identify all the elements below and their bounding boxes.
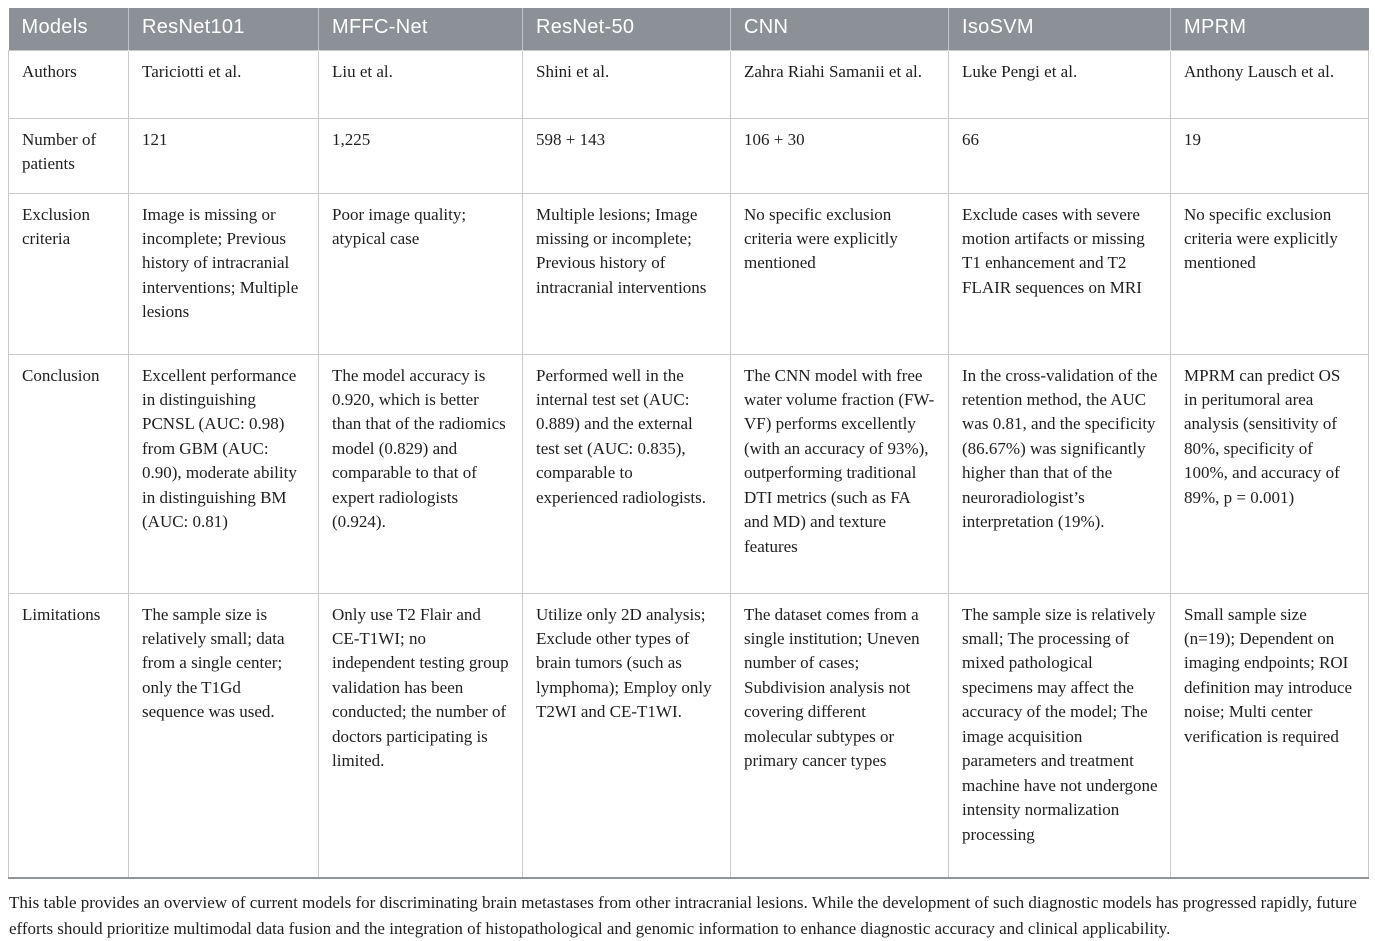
cell-conclusion-resnet-50: Performed well in the internal test set … [522, 353, 731, 594]
cell-authors-cnn: Zahra Riahi Samanii et al. [730, 49, 949, 119]
header-row: Models ResNet101 MFFC-Net ResNet-50 CNN … [8, 8, 1369, 50]
cell-exclusion-resnet101: Image is missing or incomplete; Previous… [128, 192, 319, 355]
cell-exclusion-mprm: No specific exclusion criteria were expl… [1170, 192, 1369, 355]
cell-limitations-resnet-50: Utilize only 2D analysis; Exclude other … [522, 592, 731, 879]
cell-conclusion-mffc-net: The model accuracy is 0.920, which is be… [318, 353, 523, 594]
cell-limitations-resnet101: The sample size is relatively small; dat… [128, 592, 319, 879]
models-comparison-table: Models ResNet101 MFFC-Net ResNet-50 CNN … [8, 8, 1369, 879]
column-header-mprm: MPRM [1170, 8, 1369, 50]
table-row-conclusion: Conclusion Excellent performance in dist… [8, 353, 1369, 594]
cell-authors-resnet-50: Shini et al. [522, 49, 731, 119]
column-header-resnet101: ResNet101 [128, 8, 319, 50]
cell-conclusion-cnn: The CNN model with free water volume fra… [730, 353, 949, 594]
cell-authors-mprm: Anthony Lausch et al. [1170, 49, 1369, 119]
cell-limitations-cnn: The dataset comes from a single institut… [730, 592, 949, 879]
cell-authors-isosvm: Luke Pengi et al. [948, 49, 1171, 119]
cell-limitations-mffc-net: Only use T2 Flair and CE-T1WI; no indepe… [318, 592, 523, 879]
column-header-cnn: CNN [730, 8, 949, 50]
cell-conclusion-mprm: MPRM can predict OS in peritumoral area … [1170, 353, 1369, 594]
cell-conclusion-resnet101: Excellent performance in distinguishing … [128, 353, 319, 594]
table-footnote: This table provides an overview of curre… [9, 893, 1357, 938]
cell-conclusion-isosvm: In the cross-validation of the retention… [948, 353, 1171, 594]
column-header-resnet-50: ResNet-50 [522, 8, 731, 50]
cell-patients-mffc-net: 1,225 [318, 117, 523, 194]
row-label-authors: Authors [8, 49, 129, 119]
row-label-limitations: Limitations [8, 592, 129, 879]
cell-authors-resnet101: Tariciotti et al. [128, 49, 319, 119]
cell-limitations-isosvm: The sample size is relatively small; The… [948, 592, 1171, 879]
column-header-mffc-net: MFFC-Net [318, 8, 523, 50]
cell-exclusion-isosvm: Exclude cases with severe motion artifac… [948, 192, 1171, 355]
table-row-limitations: Limitations The sample size is relativel… [8, 592, 1369, 879]
cell-exclusion-mffc-net: Poor image quality; atypical case [318, 192, 523, 355]
row-label-conclusion: Conclusion [8, 353, 129, 594]
cell-patients-resnet101: 121 [128, 117, 319, 194]
cell-patients-isosvm: 66 [948, 117, 1171, 194]
cell-limitations-mprm: Small sample size (n=19); Dependent on i… [1170, 592, 1369, 879]
cell-patients-resnet-50: 598 + 143 [522, 117, 731, 194]
table-row-number-of-patients: Number of patients 121 1,225 598 + 143 1… [8, 117, 1369, 194]
column-header-models: Models [8, 8, 129, 50]
row-label-number-of-patients: Number of patients [8, 117, 129, 194]
cell-exclusion-cnn: No specific exclusion criteria were expl… [730, 192, 949, 355]
cell-patients-mprm: 19 [1170, 117, 1369, 194]
table-row-authors: Authors Tariciotti et al. Liu et al. Shi… [8, 49, 1369, 119]
table-row-exclusion-criteria: Exclusion criteria Image is missing or i… [8, 192, 1369, 355]
cell-exclusion-resnet-50: Multiple lesions; Image missing or incom… [522, 192, 731, 355]
column-header-isosvm: IsoSVM [948, 8, 1171, 50]
cell-authors-mffc-net: Liu et al. [318, 49, 523, 119]
cell-patients-cnn: 106 + 30 [730, 117, 949, 194]
row-label-exclusion-criteria: Exclusion criteria [8, 192, 129, 355]
